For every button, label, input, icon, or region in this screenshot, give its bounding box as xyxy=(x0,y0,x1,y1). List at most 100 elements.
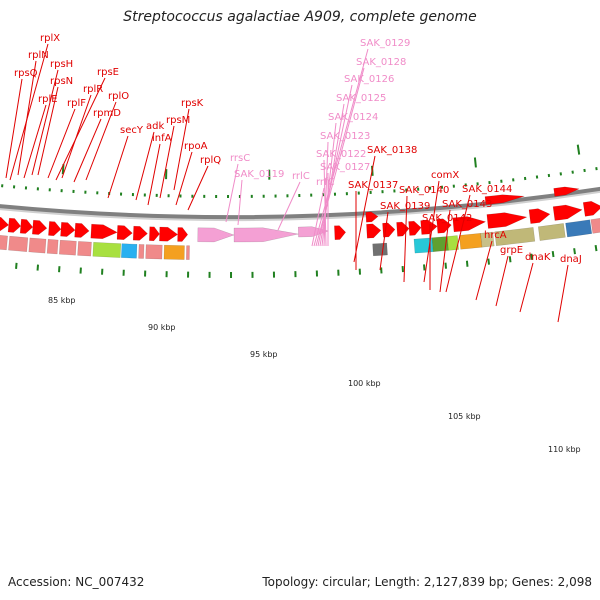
gene-label-sak-0139: SAK_0139 xyxy=(380,201,430,212)
leader-line-rple xyxy=(23,104,47,179)
feature-gene-arrow xyxy=(484,194,525,205)
gene-label-rplr: rplR xyxy=(83,84,103,95)
leader-line-comx xyxy=(423,180,440,283)
leader-line-rpmd xyxy=(73,118,102,183)
leader-line-adk xyxy=(135,131,155,201)
feature-gene-arrow xyxy=(452,216,487,233)
feature-gene-outer xyxy=(92,242,122,258)
gene-label-sak-0128: SAK_0128 xyxy=(356,57,406,68)
leader-line-rpoa xyxy=(175,151,193,206)
leader-line-rrlc xyxy=(277,181,301,231)
outer-tick xyxy=(594,244,598,252)
kbp-label: 85 kbp xyxy=(48,296,76,305)
feature-gene-arrow xyxy=(486,212,528,229)
feature-gene-arrow xyxy=(149,226,160,242)
feature-gene-arrow xyxy=(132,225,148,241)
feature-gene-arrow xyxy=(582,201,600,217)
backbone-ring xyxy=(0,186,600,221)
feature-gene-arrow xyxy=(177,227,188,242)
feature-gene-outer xyxy=(28,237,47,254)
gene-label-sak-0142: SAK_0142 xyxy=(422,213,472,224)
feature-gene-outer xyxy=(186,245,190,260)
backbone-arc xyxy=(0,186,600,220)
feature-gene-outer xyxy=(0,235,8,251)
gene-label-sak-0119: SAK_0119 xyxy=(234,169,284,180)
feature-rrna-rrlC xyxy=(233,227,299,243)
genome-title: Streptococcus agalactiae A909, complete … xyxy=(123,9,477,25)
feature-gene-arrow xyxy=(0,217,9,232)
feature-gene-grey xyxy=(372,242,388,257)
feature-track xyxy=(0,186,600,260)
gene-label-sak-0123: SAK_0123 xyxy=(320,131,370,142)
leader-line-sak_0144 xyxy=(445,194,471,293)
feature-gene-outer xyxy=(46,239,59,255)
gene-label-sak-0138: SAK_0138 xyxy=(367,145,417,156)
gene-label-rrlc: rrlC xyxy=(292,171,310,182)
kbp-label: 95 kbp xyxy=(250,350,278,359)
feature-gene-arrow xyxy=(159,226,179,242)
feature-gene-arrow xyxy=(365,211,379,223)
gene-label-rpse: rpsE xyxy=(97,67,119,78)
gene-label-rpsm: rpsM xyxy=(166,115,190,126)
feature-gene-arrow xyxy=(552,204,583,221)
accession-text: Accession: NC_007432 xyxy=(8,575,145,589)
gene-label-dnaj: dnaJ xyxy=(560,254,582,265)
major-tick xyxy=(576,144,581,155)
leader-line-rpsk xyxy=(173,108,190,191)
leader-line-rpln xyxy=(17,60,37,176)
gene-label-sak-0122: SAK_0122 xyxy=(316,149,366,160)
leader-line-rrfc xyxy=(311,187,325,247)
leader-line-rplr xyxy=(61,94,92,179)
feature-gene-arrow xyxy=(90,223,118,239)
leader-line-sak_0140 xyxy=(403,195,408,283)
gene-label-rplf: rplF xyxy=(67,98,86,109)
gene-label-rpoa: rpoA xyxy=(184,141,208,152)
feature-gene-outer xyxy=(77,241,92,257)
feature-gene-arrow xyxy=(116,225,133,240)
gene-label-rrsc: rrsC xyxy=(230,153,250,164)
feature-gene-arrow xyxy=(528,208,551,224)
gene-label-rpsk: rpsK xyxy=(181,98,204,109)
gene-label-infa: infA xyxy=(152,133,172,144)
outer-tick xyxy=(508,256,512,263)
gene-label-rplo: rplO xyxy=(108,91,129,102)
leader-line-sak_0138 xyxy=(353,155,376,263)
feature-gene-outer xyxy=(145,244,163,260)
feature-gene-arrow xyxy=(48,221,62,236)
gene-label-rple: rplE xyxy=(38,94,58,105)
feature-gene-outer xyxy=(565,219,593,238)
feature-gene-outer xyxy=(163,244,185,260)
gene-label-adk: adk xyxy=(146,121,164,132)
gene-label-rpsq: rpsQ xyxy=(14,68,38,79)
feature-gene-arrow xyxy=(60,222,76,237)
gene-label-rpsn: rpsN xyxy=(50,76,73,87)
gene-label-rplq: rplQ xyxy=(200,155,221,166)
leader-line-rpsh xyxy=(31,69,59,176)
leader-line-sak_0126 xyxy=(317,84,353,247)
feature-gene-outer xyxy=(138,244,145,259)
major-tick xyxy=(61,164,65,175)
leader-line-rplf xyxy=(47,108,76,179)
feature-gene-arrow xyxy=(7,217,22,233)
gene-label-rpln: rplN xyxy=(28,50,49,61)
gene-label-rplx: rplX xyxy=(40,33,60,44)
gene-label-sak-0144: SAK_0144 xyxy=(462,184,512,195)
feature-gene-arrow xyxy=(334,225,346,240)
kbp-label: 90 kbp xyxy=(148,323,176,332)
gene-label-secy: secY xyxy=(120,125,144,136)
leader-line-sak_0139 xyxy=(379,211,389,271)
leader-line-sak_0122 xyxy=(323,159,327,247)
leader-line-rrsc xyxy=(225,163,239,223)
gene-label-sak-0129: SAK_0129 xyxy=(360,38,410,49)
gene-label-grpe: grpE xyxy=(500,245,523,256)
leader-line-hrca xyxy=(475,240,493,301)
leader-line-rpsn xyxy=(37,86,59,176)
major-tick xyxy=(473,157,477,168)
feature-gene-arrow xyxy=(408,220,422,236)
gene-label-sak-0137: SAK_0137 xyxy=(348,180,398,191)
gene-label-hrca: hrcA xyxy=(484,230,507,241)
gene-labels: rplX rplN rpsQ rpsH rplE rpsN rpsE rplR rplF rplO… xyxy=(14,33,582,265)
gene-label-sak-0124: SAK_0124 xyxy=(328,112,378,123)
feature-gene-arrow xyxy=(74,222,90,238)
